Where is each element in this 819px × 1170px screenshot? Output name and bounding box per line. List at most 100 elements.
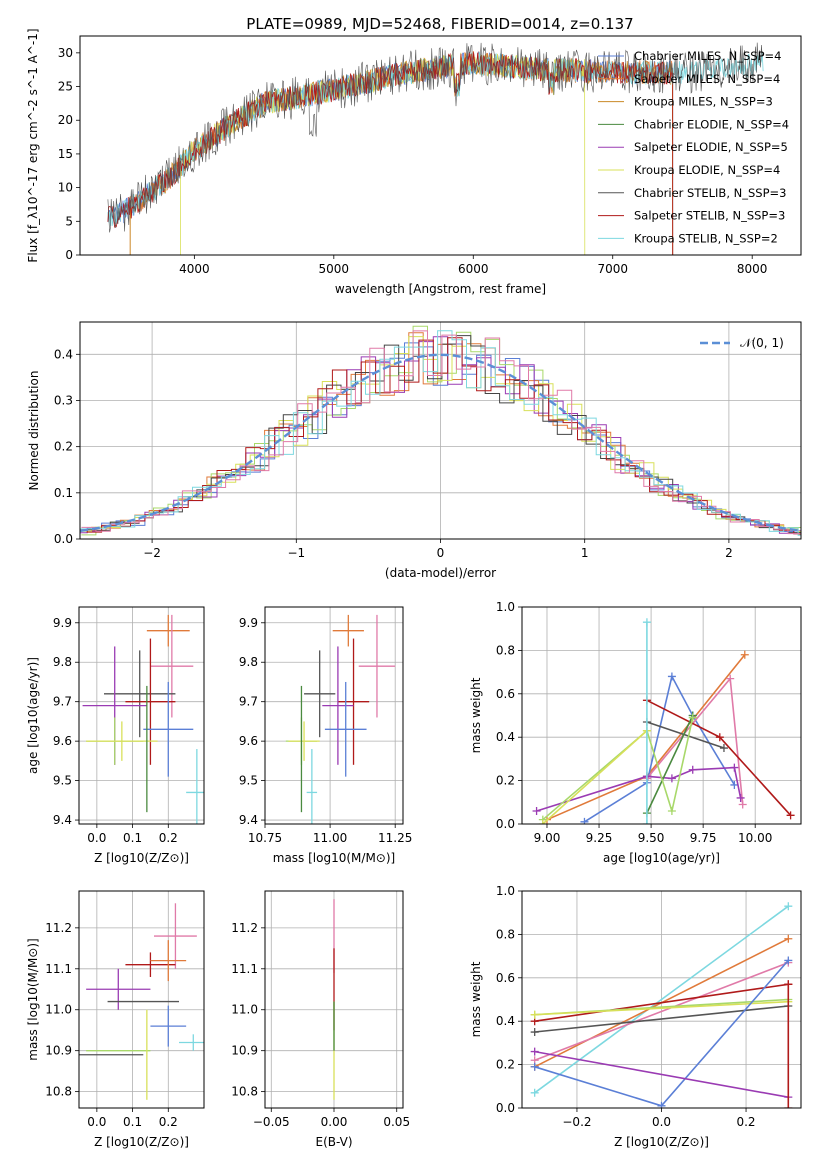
y-axis-label: mass weight (469, 677, 483, 753)
y-tick-label: 10 (58, 181, 73, 195)
axes-weight-vs-age: 9.00 9.25 9.50 9.75 10.00 0.0 0.2 0.4 0.6 0.8 1.0 a… (469, 600, 802, 865)
y-tick-label: 10.8 (45, 1085, 72, 1099)
x-tick-label: 0.2 (159, 831, 178, 845)
y-tick-label: 0.2 (496, 1058, 515, 1072)
weight-marker (784, 934, 793, 943)
x-tick-label: −2 (143, 546, 161, 560)
x-tick-label: 0.05 (383, 1115, 410, 1129)
weight-line (534, 983, 789, 1022)
weight-marker (657, 1101, 666, 1108)
plot-area (79, 903, 204, 1100)
weight-line (584, 674, 736, 823)
y-tick-label: 9.8 (53, 655, 72, 669)
y-tick-label: 0.2 (496, 774, 515, 788)
y-tick-label: 9.8 (239, 655, 258, 669)
y-tick-label: 9.9 (53, 616, 72, 630)
y-tick-label: 0.0 (496, 1101, 515, 1115)
legend-label: Salpeter STELIB, N_SSP=3 (634, 209, 785, 223)
weight-marker (530, 1062, 539, 1071)
x-tick-label: 0.2 (736, 1115, 755, 1129)
axes-mass-vs-EBV: −0.05 0.00 0.05 10.8 10.9 11.0 11.1 11.2 E(B-V) (231, 890, 410, 1149)
y-tick-label: 11.2 (45, 921, 72, 935)
spectrum-frame (79, 35, 802, 256)
axes-residuals: −2 −1 0 1 2 0.0 0.1 0.2 0.3 0.4 (data-model)/error… (27, 321, 802, 580)
x-axis-label: E(B-V) (315, 1135, 352, 1149)
y-axis-label: age [log10(age/yr)] (26, 657, 40, 774)
y-tick-label: 9.4 (239, 813, 258, 827)
weight-marker (786, 811, 795, 820)
x-tick-label: 0.1 (123, 831, 142, 845)
axes-spectrum: 4000 5000 6000 7000 8000 0 5 10 15 20 25 30 waveleng… (26, 28, 802, 296)
weight-line (534, 1000, 789, 1016)
x-tick-label: −1 (287, 546, 305, 560)
legend-label: Salpeter ELODIE, N_SSP=5 (634, 140, 788, 154)
normal-curve (80, 353, 801, 533)
legend-label: Kroupa MILES, N_SSP=3 (634, 95, 773, 109)
histogram-step (81, 335, 801, 534)
weight-line (534, 1050, 789, 1098)
y-tick-label: 0.4 (496, 1014, 515, 1028)
y-tick-label: 1.0 (496, 600, 515, 614)
weight-marker (784, 902, 793, 911)
x-tick-label: 0.0 (87, 1115, 106, 1129)
residuals-frame (79, 321, 802, 540)
weight-line (534, 961, 789, 1062)
y-tick-label: 9.7 (53, 695, 72, 709)
y-axis-label: Flux [f_λ10^-17 erg cm^-2 s^-1 A^-1] (26, 28, 40, 262)
y-tick-label: 0.0 (54, 532, 73, 546)
legend-label: Kroupa ELODIE, N_SSP=4 (634, 163, 780, 177)
weight-marker (530, 1047, 539, 1056)
legend-label: Salpeter MILES, N_SSP=4 (634, 72, 780, 86)
weight-marker (642, 618, 651, 627)
y-tick-label: 0.8 (496, 643, 515, 657)
legend-label: Chabrier ELODIE, N_SSP=4 (634, 117, 789, 131)
weight-marker (688, 713, 697, 722)
y-axis-label: Normed distribution (27, 371, 41, 491)
x-tick-label: 2 (725, 546, 733, 560)
x-tick-label: 11.25 (378, 831, 412, 845)
y-tick-label: 11.0 (231, 1003, 258, 1017)
spectrum-line (107, 52, 674, 255)
weight-line (542, 730, 648, 824)
y-tick-label: 0.6 (496, 687, 515, 701)
weight-marker (719, 744, 728, 753)
x-tick-label: 6000 (458, 262, 489, 276)
weight-marker (784, 956, 793, 965)
x-tick-label: 1 (581, 546, 589, 560)
x-tick-label: 9.75 (690, 831, 717, 845)
x-tick-label: 7000 (597, 262, 628, 276)
weight-marker (532, 806, 541, 815)
y-tick-label: 9.6 (239, 734, 258, 748)
weight-marker (736, 793, 745, 802)
y-tick-label: 11.1 (231, 962, 258, 976)
weight-marker (715, 733, 724, 742)
x-axis-label: mass [log10(M/M⊙)] (273, 851, 395, 865)
age-vs-mass-frame (264, 606, 404, 825)
y-tick-label: 9.7 (239, 695, 258, 709)
y-tick-label: 5 (65, 214, 73, 228)
x-tick-label: 0 (437, 546, 445, 560)
plot-area (532, 618, 795, 824)
weight-vs-Z-frame (521, 890, 802, 1109)
y-tick-label: 10.9 (231, 1044, 258, 1058)
y-tick-label: 1.0 (496, 884, 515, 898)
weight-marker (730, 763, 739, 772)
x-tick-label: 0.1 (123, 1115, 142, 1129)
weight-marker (530, 1088, 539, 1097)
weight-marker (730, 780, 739, 789)
plot-area (82, 614, 204, 824)
x-tick-label: 0.0 (87, 831, 106, 845)
y-tick-label: 0.6 (496, 971, 515, 985)
weight-marker (667, 672, 676, 681)
y-tick-label: 0.0 (496, 817, 515, 831)
x-tick-label: 5000 (319, 262, 350, 276)
plot-area (285, 614, 396, 824)
weight-line (646, 721, 725, 749)
weight-line (646, 715, 694, 814)
axes-mass-vs-Z: 0.0 0.1 0.2 10.8 10.9 11.0 11.1 11.2 Z [log10(Z/… (26, 890, 205, 1149)
y-tick-label: 9.9 (239, 616, 258, 630)
y-tick-label: 9.4 (53, 813, 72, 827)
weight-line (542, 717, 694, 821)
plot-layer: 4000 5000 6000 7000 8000051015202530waveleng… (26, 28, 802, 1149)
